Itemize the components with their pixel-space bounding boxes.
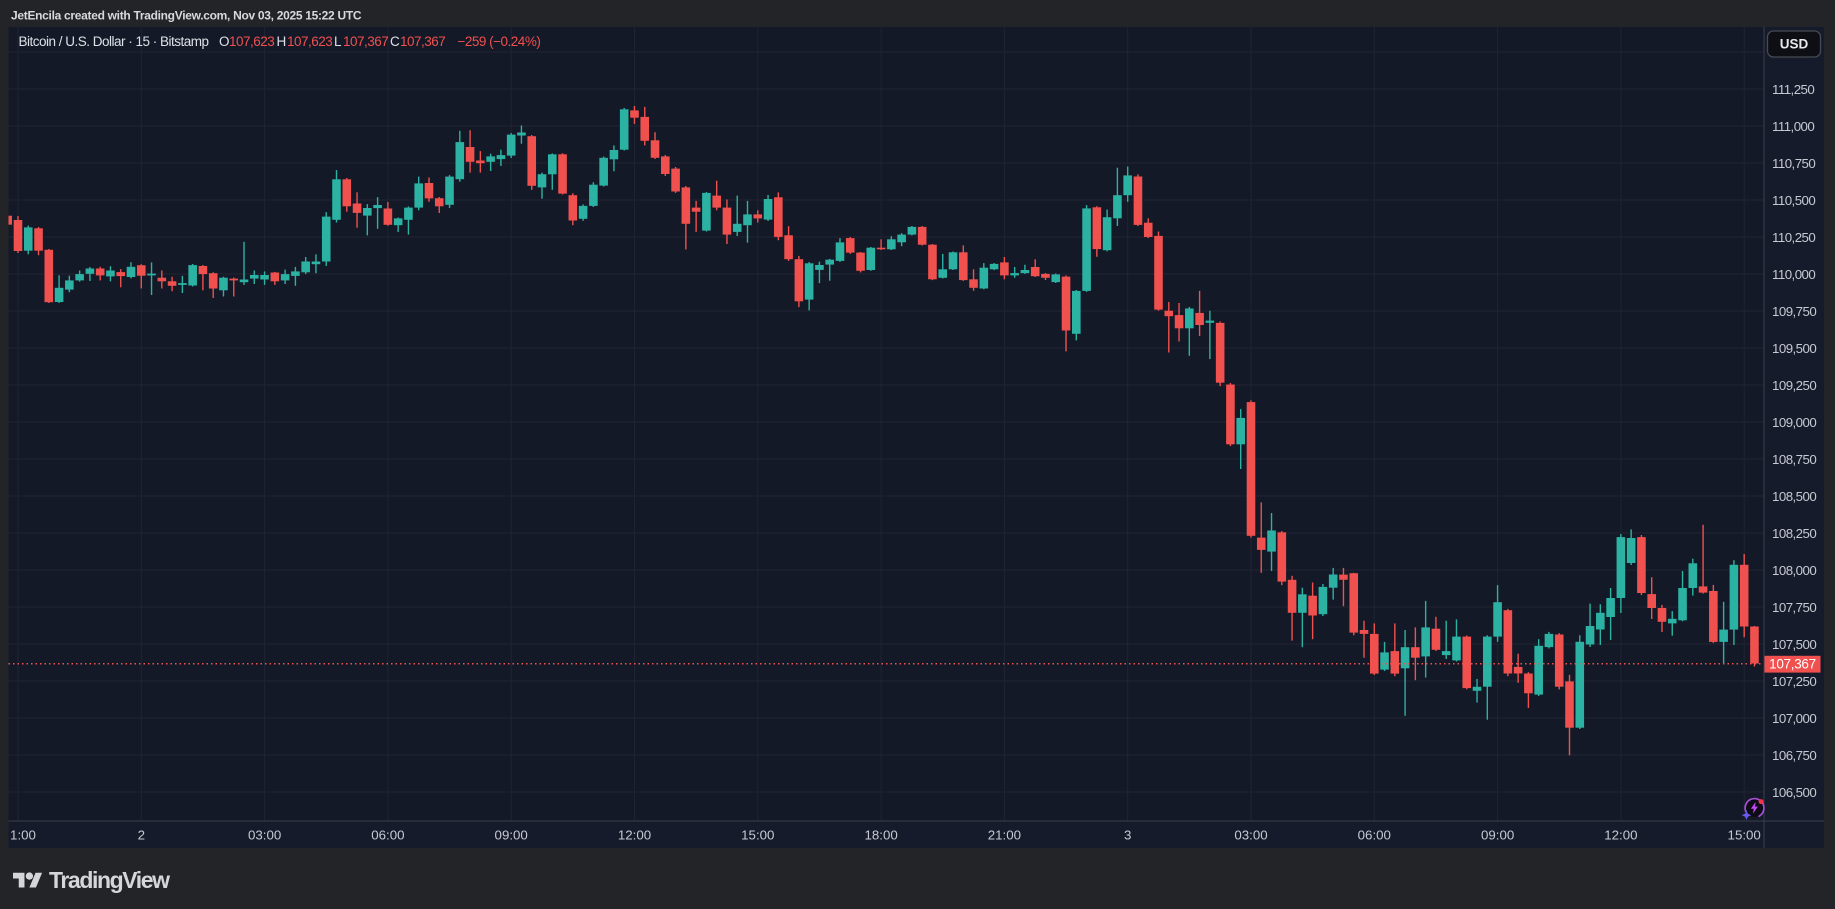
svg-text:15:00: 15:00 — [1728, 828, 1761, 843]
svg-text:108,500: 108,500 — [1772, 489, 1816, 504]
svg-text:3: 3 — [1124, 828, 1131, 843]
svg-text:TradingView: TradingView — [49, 867, 170, 893]
svg-text:107,623: 107,623 — [229, 34, 274, 49]
svg-text:C: C — [390, 34, 400, 49]
svg-text:107,367: 107,367 — [400, 34, 445, 49]
svg-text:21:00: 21:00 — [988, 828, 1021, 843]
svg-text:−259 (−0.24%): −259 (−0.24%) — [458, 34, 541, 49]
svg-text:107,250: 107,250 — [1772, 674, 1816, 689]
svg-text:107,000: 107,000 — [1772, 711, 1816, 726]
svg-text:1:00: 1:00 — [10, 828, 36, 843]
svg-text:107,367: 107,367 — [1769, 656, 1816, 671]
svg-text:12:00: 12:00 — [618, 828, 651, 843]
svg-text:09:00: 09:00 — [495, 828, 528, 843]
svg-text:109,750: 109,750 — [1772, 304, 1816, 319]
svg-text:109,250: 109,250 — [1772, 378, 1816, 393]
svg-text:110,000: 110,000 — [1772, 267, 1815, 282]
svg-text:18:00: 18:00 — [864, 828, 897, 843]
svg-text:Bitcoin / U.S. Dollar · 15 · B: Bitcoin / U.S. Dollar · 15 · Bitstamp — [19, 34, 209, 49]
svg-text:107,750: 107,750 — [1772, 600, 1816, 615]
svg-text:15:00: 15:00 — [741, 828, 774, 843]
svg-text:107,367: 107,367 — [343, 34, 388, 49]
svg-text:106,750: 106,750 — [1772, 748, 1816, 763]
svg-text:108,000: 108,000 — [1772, 563, 1816, 578]
svg-text:106,500: 106,500 — [1772, 785, 1816, 800]
svg-text:12:00: 12:00 — [1604, 828, 1637, 843]
svg-text:109,000: 109,000 — [1772, 415, 1816, 430]
svg-text:03:00: 03:00 — [1234, 828, 1267, 843]
svg-text:USD: USD — [1780, 37, 1809, 52]
svg-text:109,500: 109,500 — [1772, 341, 1816, 356]
svg-text:09:00: 09:00 — [1481, 828, 1514, 843]
svg-text:107,623: 107,623 — [287, 34, 332, 49]
svg-text:JetEncila created with Trading: JetEncila created with TradingView.com, … — [11, 9, 362, 23]
svg-text:06:00: 06:00 — [1358, 828, 1391, 843]
svg-text:107,500: 107,500 — [1772, 637, 1816, 652]
svg-text:H: H — [277, 34, 286, 49]
svg-text:110,750: 110,750 — [1772, 156, 1815, 171]
svg-text:L: L — [334, 34, 342, 49]
svg-text:2: 2 — [138, 828, 145, 843]
svg-text:110,500: 110,500 — [1772, 193, 1815, 208]
svg-text:108,250: 108,250 — [1772, 526, 1816, 541]
svg-text:06:00: 06:00 — [371, 828, 404, 843]
svg-text:111,250: 111,250 — [1772, 82, 1814, 97]
svg-text:03:00: 03:00 — [248, 828, 281, 843]
svg-text:110,250: 110,250 — [1772, 230, 1815, 245]
svg-text:111,000: 111,000 — [1772, 119, 1814, 134]
svg-text:108,750: 108,750 — [1772, 452, 1816, 467]
svg-text:O: O — [219, 34, 229, 49]
